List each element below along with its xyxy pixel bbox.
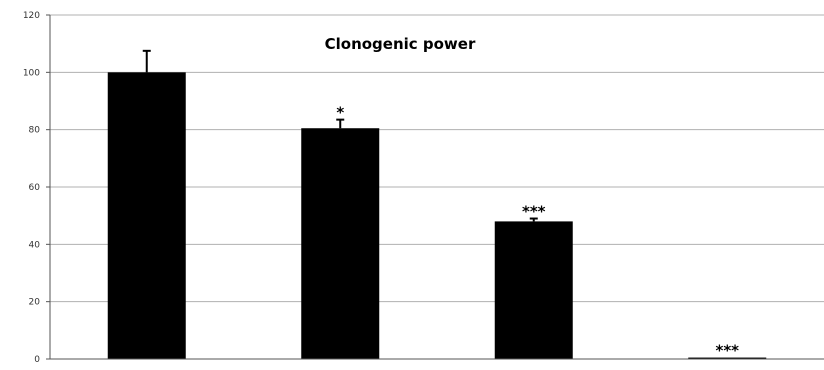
y-tick-label: 80 — [29, 126, 41, 136]
bar — [301, 128, 380, 359]
significance-label: *** — [522, 203, 546, 221]
bar — [494, 221, 573, 359]
significance-annotations: ******* — [336, 104, 739, 360]
bar — [688, 357, 767, 359]
significance-label: * — [336, 104, 344, 122]
chart-title: Clonogenic power — [325, 35, 476, 53]
y-tick-label: 60 — [29, 183, 41, 193]
bars — [107, 72, 767, 359]
error-bars — [142, 49, 538, 222]
y-tick-label: 120 — [23, 11, 40, 21]
y-tick-label: 0 — [34, 355, 40, 365]
y-tick-label: 40 — [29, 240, 41, 250]
y-tick-label: 20 — [29, 298, 41, 308]
bar — [107, 72, 186, 359]
significance-label: *** — [715, 342, 739, 360]
y-tick-label: 100 — [23, 68, 40, 78]
y-axis-ticks: 0 20 40 60 80 100 120 — [23, 11, 50, 365]
